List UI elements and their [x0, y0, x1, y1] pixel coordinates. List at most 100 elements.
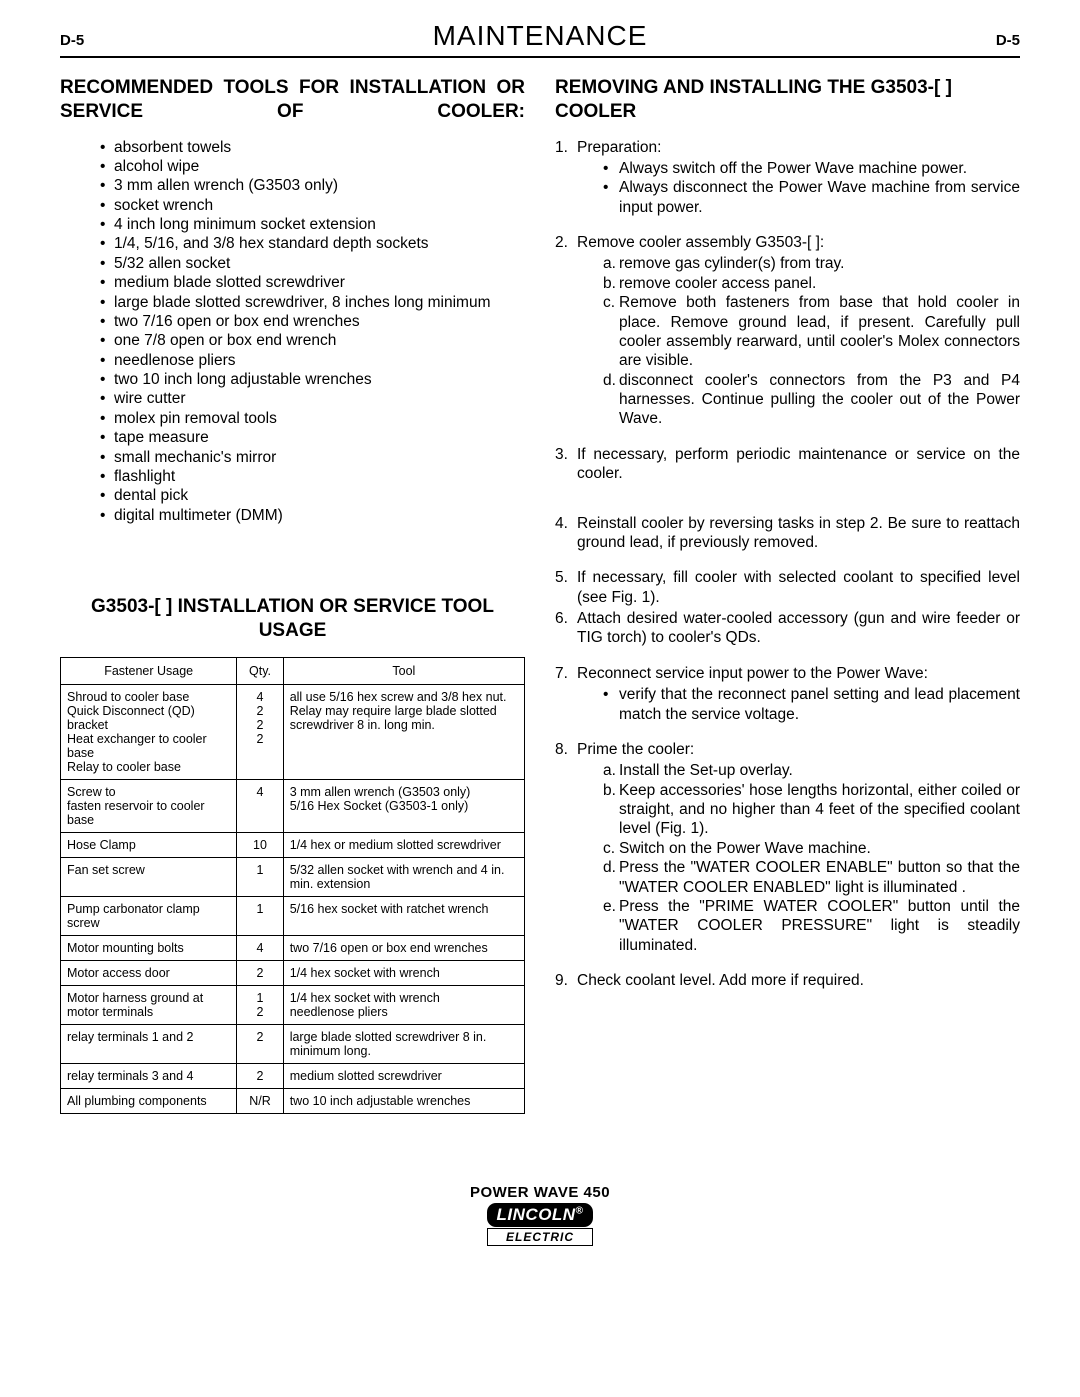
tool-list-item: two 10 inch long adjustable wrenches	[100, 370, 525, 389]
tool-cell: medium slotted screwdriver	[283, 1063, 524, 1088]
step-text: Reconnect service input power to the Pow…	[577, 665, 928, 682]
qty-cell: 2	[237, 1063, 283, 1088]
qty-cell: 10	[237, 832, 283, 857]
tool-cell: all use 5/16 hex screw and 3/8 hex nut. …	[283, 684, 524, 779]
procedure-step: Attach desired water-cooled accessory (g…	[555, 609, 1020, 648]
tool-list-item: two 7/16 open or box end wrenches	[100, 312, 525, 331]
table-column-header: Qty.	[237, 657, 283, 684]
recommended-tools-list: absorbent towelsalcohol wipe3 mm allen w…	[60, 138, 525, 526]
table-row: Pump carbonator clamp screw15/16 hex soc…	[61, 896, 525, 935]
table-column-header: Tool	[283, 657, 524, 684]
qty-cell: 1	[237, 896, 283, 935]
sub-bullet-item: Always disconnect the Power Wave machine…	[603, 178, 1020, 217]
table-row: relay terminals 3 and 42medium slotted s…	[61, 1063, 525, 1088]
footer-product-name: POWER WAVE 450	[60, 1184, 1020, 1201]
sub-letter-item: disconnect cooler's connectors from the …	[603, 371, 1020, 429]
usage-cell: Motor harness ground at motor terminals	[61, 985, 237, 1024]
step-text: Prime the cooler:	[577, 741, 694, 758]
tool-cell: 1/4 hex socket with wrench needlenose pl…	[283, 985, 524, 1024]
tool-cell: 1/4 hex socket with wrench	[283, 960, 524, 985]
tool-list-item: wire cutter	[100, 389, 525, 408]
tool-list-item: dental pick	[100, 486, 525, 505]
tool-list-item: one 7/8 open or box end wrench	[100, 331, 525, 350]
table-row: Hose Clamp101/4 hex or medium slotted sc…	[61, 832, 525, 857]
usage-cell: All plumbing components	[61, 1088, 237, 1113]
procedure-step: Preparation: Always switch off the Power …	[555, 138, 1020, 218]
page-number-right: D-5	[996, 32, 1020, 49]
table-row: Fan set screw15/32 allen socket with wre…	[61, 857, 525, 896]
sub-letter-item: Switch on the Power Wave machine.	[603, 839, 1020, 858]
usage-cell: Motor access door	[61, 960, 237, 985]
step-sub-letters: Install the Set-up overlay.Keep accessor…	[577, 761, 1020, 955]
logo-bottom-text: ELECTRIC	[487, 1228, 594, 1246]
tool-cell: two 7/16 open or box end wrenches	[283, 935, 524, 960]
logo-top-text: LINCOLN®	[487, 1203, 594, 1227]
usage-cell: relay terminals 3 and 4	[61, 1063, 237, 1088]
usage-cell: Screw to fasten reservoir to cooler base	[61, 779, 237, 832]
table-row: Screw to fasten reservoir to cooler base…	[61, 779, 525, 832]
lincoln-logo: LINCOLN® ELECTRIC	[487, 1203, 594, 1246]
usage-cell: Fan set screw	[61, 857, 237, 896]
tool-list-item: 1/4, 5/16, and 3/8 hex standard depth so…	[100, 234, 525, 253]
step-text: If necessary, fill cooler with selected …	[577, 569, 1020, 605]
qty-cell: 4 2 2 2	[237, 684, 283, 779]
tool-cell: two 10 inch adjustable wrenches	[283, 1088, 524, 1113]
tool-list-item: alcohol wipe	[100, 157, 525, 176]
tool-list-item: 5/32 allen socket	[100, 254, 525, 273]
page-title: MAINTENANCE	[433, 20, 648, 52]
tool-usage-table: Fastener UsageQty.Tool Shroud to cooler …	[60, 657, 525, 1114]
table-column-header: Fastener Usage	[61, 657, 237, 684]
step-sub-bullets: verify that the reconnect panel setting …	[577, 685, 1020, 724]
step-sub-letters: remove gas cylinder(s) from tray.remove …	[577, 254, 1020, 428]
procedure-step: Check coolant level. Add more if require…	[555, 971, 1020, 990]
procedure-step: Reconnect service input power to the Pow…	[555, 664, 1020, 724]
sub-letter-item: Press the "WATER COOLER ENABLE" button s…	[603, 858, 1020, 897]
procedure-step: If necessary, perform periodic maintenan…	[555, 445, 1020, 484]
usage-cell: relay terminals 1 and 2	[61, 1024, 237, 1063]
step-text: Preparation:	[577, 139, 661, 156]
table-row: relay terminals 1 and 22large blade slot…	[61, 1024, 525, 1063]
tool-list-item: medium blade slotted screwdriver	[100, 273, 525, 292]
page-header: D-5 MAINTENANCE D-5	[60, 20, 1020, 58]
sub-bullet-item: Always switch off the Power Wave machine…	[603, 159, 1020, 178]
tool-list-item: small mechanic's mirror	[100, 448, 525, 467]
sub-letter-item: remove gas cylinder(s) from tray.	[603, 254, 1020, 273]
step-text: Reinstall cooler by reversing tasks in s…	[577, 515, 1020, 551]
sub-letter-item: Install the Set-up overlay.	[603, 761, 1020, 780]
tool-list-item: 3 mm allen wrench (G3503 only)	[100, 176, 525, 195]
procedure-step: Reinstall cooler by reversing tasks in s…	[555, 514, 1020, 553]
step-text: Check coolant level. Add more if require…	[577, 972, 864, 989]
table-row: All plumbing componentsN/Rtwo 10 inch ad…	[61, 1088, 525, 1113]
tool-cell: large blade slotted screwdriver 8 in. mi…	[283, 1024, 524, 1063]
sub-letter-item: Press the "PRIME WATER COOLER" button un…	[603, 897, 1020, 955]
tool-cell: 1/4 hex or medium slotted screwdriver	[283, 832, 524, 857]
qty-cell: 2	[237, 960, 283, 985]
table-row: Motor access door21/4 hex socket with wr…	[61, 960, 525, 985]
procedure-step: Prime the cooler: Install the Set-up over…	[555, 740, 1020, 955]
content-columns: RECOMMENDED TOOLS FOR INSTALLATION OR SE…	[60, 76, 1020, 1114]
usage-heading: G3503-[ ] INSTALLATION OR SERVICE TOOL U…	[60, 595, 525, 643]
tool-list-item: large blade slotted screwdriver, 8 inche…	[100, 293, 525, 312]
usage-cell: Shroud to cooler base Quick Disconnect (…	[61, 684, 237, 779]
tool-list-item: absorbent towels	[100, 138, 525, 157]
tool-list-item: socket wrench	[100, 196, 525, 215]
removing-heading: REMOVING AND INSTALLING THE G3503-[ ] CO…	[555, 76, 1020, 124]
step-text: If necessary, perform periodic maintenan…	[577, 446, 1020, 482]
qty-cell: 4	[237, 935, 283, 960]
qty-cell: N/R	[237, 1088, 283, 1113]
tool-list-item: 4 inch long minimum socket extension	[100, 215, 525, 234]
tool-cell: 3 mm allen wrench (G3503 only) 5/16 Hex …	[283, 779, 524, 832]
tool-list-item: flashlight	[100, 467, 525, 486]
table-row: Motor mounting bolts4two 7/16 open or bo…	[61, 935, 525, 960]
table-header-row: Fastener UsageQty.Tool	[61, 657, 525, 684]
step-text: Remove cooler assembly G3503-[ ]:	[577, 234, 824, 251]
qty-cell: 1	[237, 857, 283, 896]
table-row: Shroud to cooler base Quick Disconnect (…	[61, 684, 525, 779]
page-number-left: D-5	[60, 32, 84, 49]
tool-cell: 5/16 hex socket with ratchet wrench	[283, 896, 524, 935]
table-row: Motor harness ground at motor terminals 1…	[61, 985, 525, 1024]
usage-cell: Hose Clamp	[61, 832, 237, 857]
sub-letter-item: Keep accessories' hose lengths horizonta…	[603, 781, 1020, 839]
procedure-step: If necessary, fill cooler with selected …	[555, 568, 1020, 607]
tool-list-item: molex pin removal tools	[100, 409, 525, 428]
